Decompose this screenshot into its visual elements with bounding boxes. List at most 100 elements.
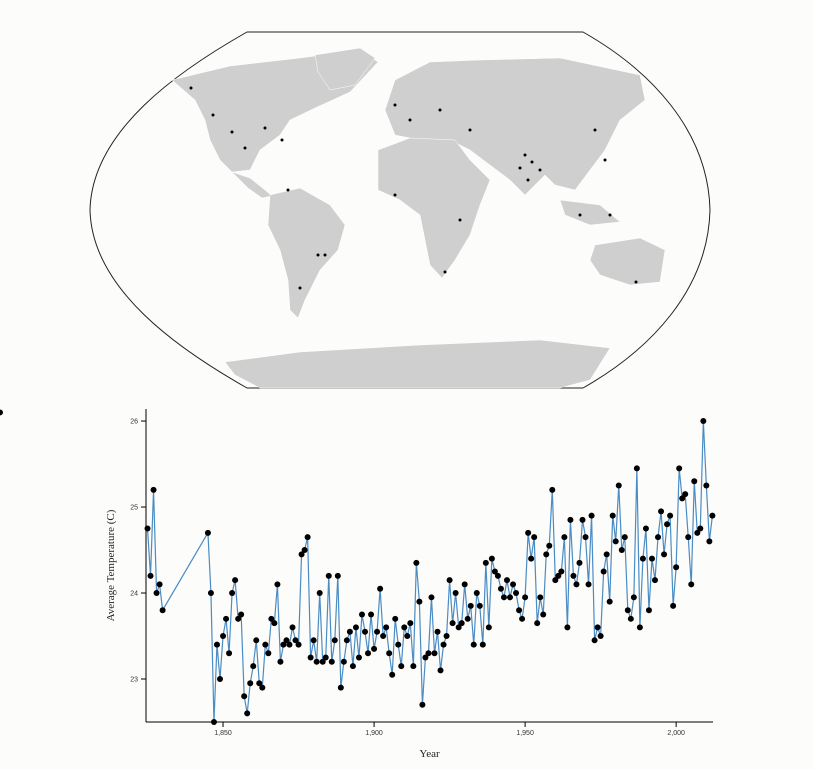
data-point [313, 658, 320, 665]
data-point [624, 607, 631, 614]
data-point [307, 654, 314, 661]
data-point [642, 525, 649, 532]
greenland [314, 47, 376, 91]
y-tick-label: 24 [130, 591, 138, 598]
city-dot [443, 270, 447, 274]
data-point [549, 486, 556, 493]
data-point [434, 628, 441, 635]
australia [589, 237, 666, 286]
city-dot [286, 188, 290, 192]
data-point [374, 628, 381, 635]
city-dot [189, 86, 193, 90]
data-point [352, 624, 359, 631]
data-point [582, 534, 589, 541]
data-point [310, 637, 317, 644]
data-point [479, 641, 486, 648]
data-point [516, 607, 523, 614]
data-point [627, 615, 634, 622]
data-point [573, 581, 580, 588]
data-point [709, 512, 716, 519]
data-point [664, 521, 671, 528]
data-point [144, 525, 151, 532]
data-point [365, 650, 372, 657]
data-point [419, 701, 426, 708]
city-dot [608, 213, 612, 217]
x-tick-label: 1,950 [516, 730, 534, 737]
africa [377, 137, 491, 279]
city-dot [230, 130, 234, 134]
data-point [256, 680, 263, 687]
data-point [358, 611, 365, 618]
data-point [540, 611, 547, 618]
city-dot [408, 118, 412, 122]
city-dot [578, 213, 582, 217]
data-point [244, 710, 251, 717]
data-point [600, 568, 607, 575]
data-point [368, 611, 375, 618]
data-point [349, 663, 356, 670]
data-point [232, 577, 239, 584]
data-point [531, 534, 538, 541]
data-point [500, 594, 507, 601]
data-point [670, 602, 677, 609]
data-point [395, 641, 402, 648]
data-point [235, 615, 242, 622]
data-point [464, 615, 471, 622]
data-point [241, 693, 248, 700]
data-point [425, 650, 432, 657]
data-point [274, 581, 281, 588]
data-point [694, 529, 701, 536]
data-point [655, 534, 662, 541]
y-tick-label: 25 [130, 505, 138, 512]
data-point [564, 624, 571, 631]
data-point [494, 572, 501, 579]
data-point [238, 611, 245, 618]
data-point [652, 577, 659, 584]
city-dot [263, 126, 267, 130]
data-point [455, 624, 462, 631]
data-point [700, 418, 707, 425]
data-point [428, 594, 435, 601]
data-point [691, 478, 698, 485]
data-point [636, 624, 643, 631]
x-tick-label: 2,000 [667, 730, 685, 737]
data-point [346, 628, 353, 635]
data-point [458, 620, 465, 627]
data-point [207, 590, 214, 597]
south-america [267, 187, 346, 319]
southeast-asia [559, 199, 621, 226]
city-dots [189, 86, 638, 290]
data-point [682, 491, 689, 498]
data-point [204, 529, 211, 536]
data-point [522, 594, 529, 601]
data-point [334, 572, 341, 579]
data-point [597, 633, 604, 640]
data-point [667, 512, 674, 519]
data-point [676, 465, 683, 472]
data-point [507, 594, 514, 601]
city-dot [393, 193, 397, 197]
data-point [292, 637, 299, 644]
data-point [280, 641, 287, 648]
data-point [404, 633, 411, 640]
data-point [355, 654, 362, 661]
data-point [217, 676, 224, 683]
data-point [473, 590, 480, 597]
data-point [510, 581, 517, 588]
data-point [389, 671, 396, 678]
data-point [449, 620, 456, 627]
data-point [537, 594, 544, 601]
data-point [383, 624, 390, 631]
data-point [567, 516, 574, 523]
data-point [485, 624, 492, 631]
data-point [446, 577, 453, 584]
x-axis-title: Year [419, 748, 440, 760]
city-dot [526, 178, 530, 182]
data-point [328, 658, 335, 665]
data-point [268, 615, 275, 622]
data-point [452, 590, 459, 597]
city-dot [280, 138, 284, 142]
data-point [618, 547, 625, 554]
data-point [295, 641, 302, 648]
data-point [289, 624, 296, 631]
